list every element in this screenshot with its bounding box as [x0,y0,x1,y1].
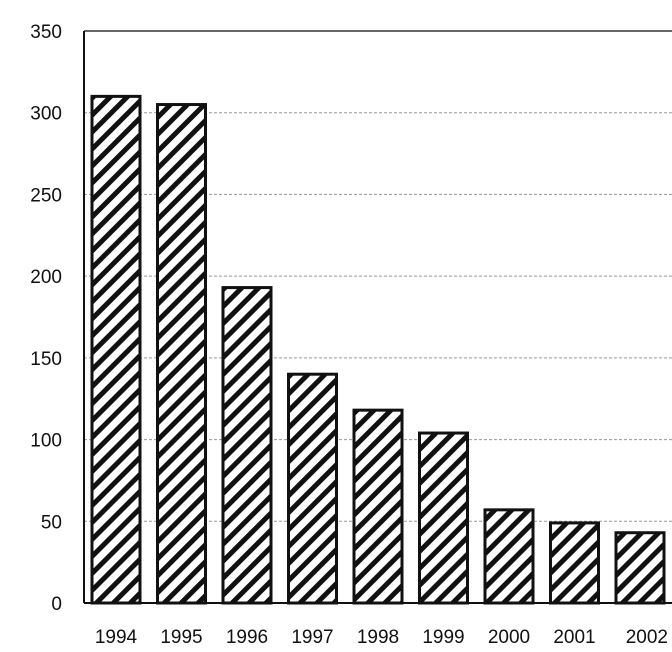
bar-2002 [614,531,666,605]
x-tick-label-1998: 1998 [357,627,399,648]
y-tick-label-200: 200 [30,267,62,288]
x-tick-label-1994: 1994 [95,627,138,648]
bar-1995 [156,103,207,605]
bar-1998 [352,408,404,605]
x-tick-label-1997: 1997 [291,627,333,648]
x-tick-label-2002: 2002 [626,627,668,648]
bars [90,94,666,605]
x-tick-label-1996: 1996 [226,627,268,648]
x-tick-label-1999: 1999 [422,627,464,648]
y-axis-tick-labels: 0 50 100 150 200 250 300 350 [30,22,62,615]
bar-1997 [287,372,338,605]
y-tick-label-150: 150 [30,349,62,370]
y-tick-label-300: 300 [30,104,62,125]
x-tick-label-2000: 2000 [488,627,530,648]
bar-2001 [549,521,600,605]
bar-2000 [483,508,535,605]
y-tick-label-100: 100 [30,431,62,452]
y-tick-label-0: 0 [51,594,62,615]
x-axis-tick-labels: 1994 1995 1996 1997 1998 1999 2000 2001 2002 [95,627,668,648]
y-tick-label-350: 350 [30,22,62,43]
y-tick-label-50: 50 [41,512,62,533]
y-tick-label-250: 250 [30,185,62,206]
bar-1996 [221,286,273,605]
bar-1994 [90,94,142,605]
bar-1999 [418,431,469,605]
x-tick-label-1995: 1995 [160,627,202,648]
x-tick-label-2001: 2001 [553,627,595,648]
